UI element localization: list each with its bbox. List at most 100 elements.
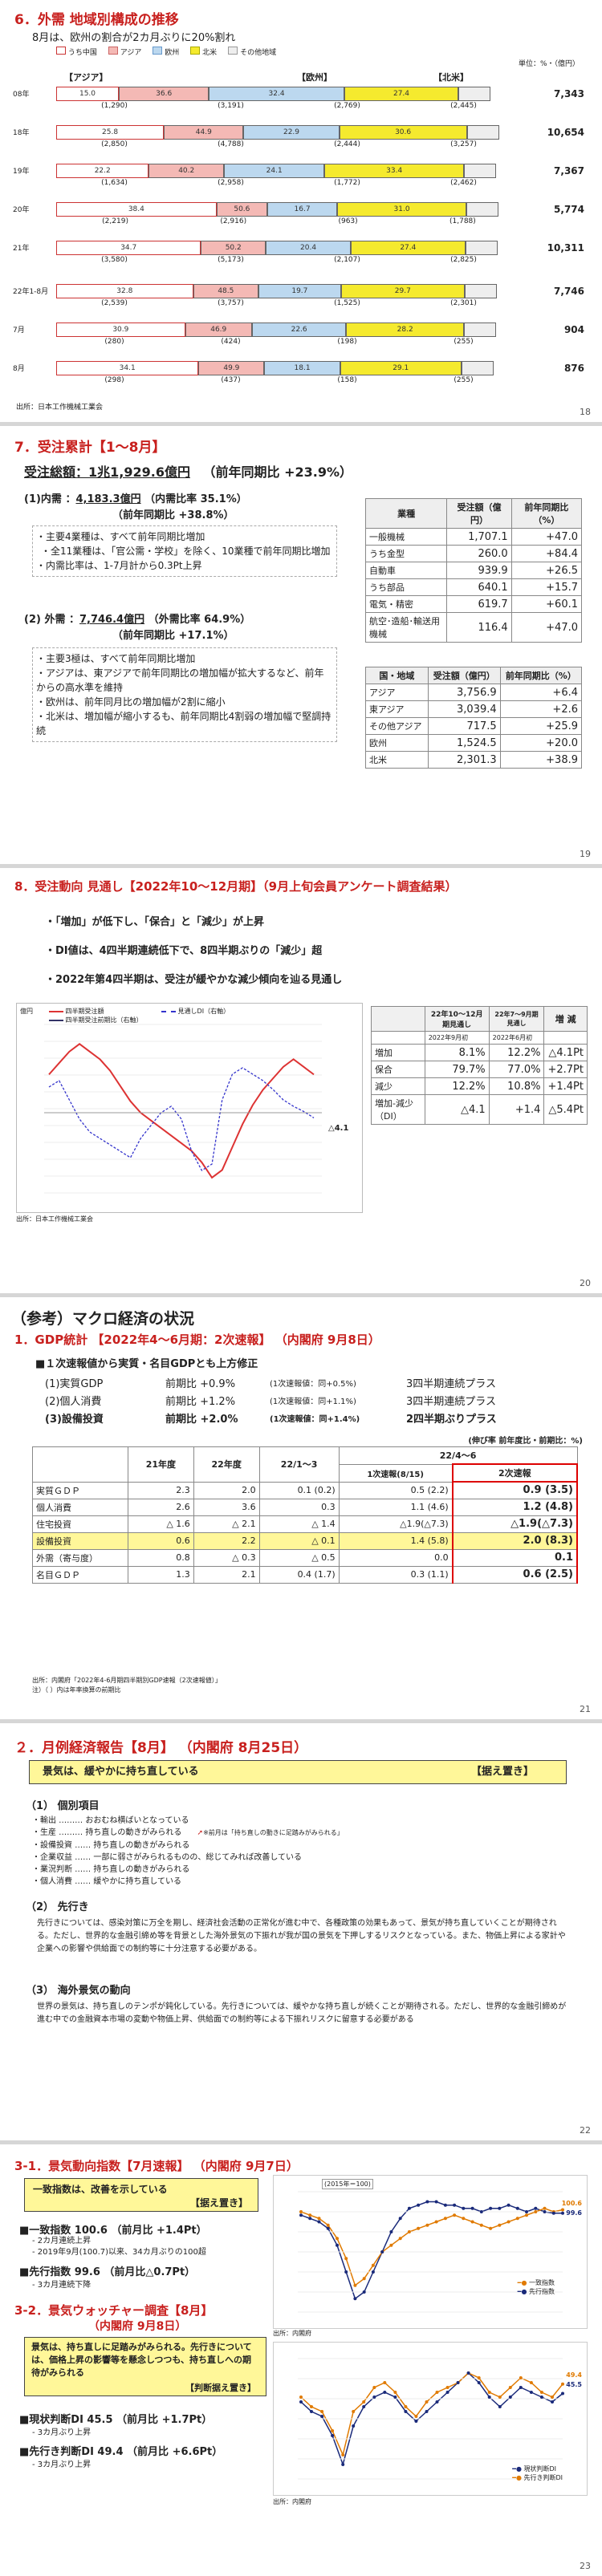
cell: △ 1.6: [128, 1515, 194, 1533]
table-row: 電気・精密 619.7 +60.1: [364, 595, 583, 613]
table-row: 航空･造船･輸送用機械 116.4 +47.0: [364, 612, 583, 643]
summary-box-2: 景気は、持ち直しに足踏みがみられる。先行きについては、価格上昇の影響等を懸念しつ…: [24, 2337, 266, 2396]
bullets: ・「増加」が低下し、「保合」と「減少」が上昇 ・DI値は、4四半期連続低下で、8…: [45, 908, 342, 995]
cell: 0.9 (3.5): [451, 1481, 579, 1499]
region-table: 国・地域 受注額（億円） 前年同期比（%） アジア 3,756.9 +6.4 東アジア…: [365, 667, 583, 769]
cell: 減少: [371, 1077, 425, 1095]
row-subvalues: (280) (424) (198) (255): [104, 338, 474, 346]
bar-segment: 15.0: [56, 87, 119, 101]
cell: 3.6: [193, 1498, 260, 1516]
bar-segment: 32.8: [56, 284, 193, 298]
cell: 1.1 (4.6): [338, 1498, 454, 1516]
indicator-4-notes: - 3カ月ぶり上昇: [32, 2460, 92, 2469]
bar-segment: 18.1: [264, 361, 340, 375]
bar-segment: 25.8: [56, 125, 165, 140]
bar-segment: 34.7: [56, 241, 201, 255]
cell: +6.4: [499, 684, 583, 701]
cell: +25.9: [499, 717, 583, 735]
cell: △1.9(△7.3): [338, 1515, 454, 1533]
cell: 0.3: [258, 1498, 340, 1516]
cell: △ 0.3: [193, 1548, 260, 1567]
cell: 939.9: [446, 562, 512, 579]
cell: その他アジア: [365, 717, 429, 735]
slide-title-2b: （内閣府 9月8日）: [88, 2320, 187, 2333]
legend-europe: 欧州: [153, 47, 179, 57]
row-subvalues: (1,290) (3,191) (2,769) (2,445): [101, 102, 477, 110]
table-row: 増加-減少（DI） △4.1 +1.4 △5.4Pt: [371, 1094, 588, 1125]
row-label: 08年: [13, 91, 30, 99]
cell: 0.0: [338, 1548, 454, 1567]
col-header: [371, 1006, 425, 1032]
table-row: 減少 12.2% 10.8% +1.4Pt: [371, 1077, 588, 1095]
bar-segment: 32.4: [209, 87, 344, 101]
bar-segment-other: [466, 125, 499, 140]
cell: 2.3: [128, 1481, 194, 1499]
outlook-table: 22年10～12月期見通し 22年7～9月期見通し 増 減 2022年9月初 2…: [371, 1006, 588, 1125]
cell: 77.0%: [488, 1061, 545, 1078]
bar-segment: 46.9: [185, 323, 252, 337]
bar-segment: 24.1: [224, 164, 325, 178]
stacked-bar: 15.0 36.6 32.4 27.4: [56, 87, 491, 101]
legend-na: 北米: [190, 47, 217, 57]
list-item: ・業況判断 …… 持ち直しの動きがみられる: [32, 1865, 190, 1874]
cell: +47.0: [510, 528, 583, 546]
table-row: 欧州 1,524.5 +20.0: [365, 734, 583, 752]
legend-di: 見通しDI（右軸）: [161, 1007, 230, 1016]
stacked-bar: 25.8 44.9 22.9 30.6: [56, 125, 499, 140]
cell: △4.1Pt: [543, 1044, 588, 1061]
row-label: 7月: [13, 327, 25, 335]
table-note: (伸び率 前年度比・前期比：%): [468, 1437, 583, 1446]
row-subvalues: (1,634) (2,958) (1,772) (2,462): [101, 179, 477, 187]
slide-20: 8．受注動向 見通し【2022年10～12月期】（9月上旬会員アンケート調査結果…: [0, 868, 602, 1293]
row-total: 876: [563, 363, 584, 374]
gaiju-bullets: ・主要3極は、すべて前年同期比増加 ・アジアは、東アジアで前年同期比の増加幅が拡…: [32, 647, 337, 742]
cell: 0.4 (1.7): [258, 1565, 340, 1584]
cell: 増加: [371, 1044, 425, 1061]
chart-label: (2015年＝100): [322, 2179, 373, 2189]
source-note: 出所：日本工作機械工業会: [16, 404, 104, 412]
naiju-line: (1)内需 ：4,183.3億円 （内需比率 35.1%）: [24, 493, 247, 505]
outlook-paragraph: 先行きについては、感染対策に万全を期し、経済社会活動の正常化が進む中で、各種政策…: [37, 1919, 566, 1953]
table-row: その他アジア 717.5 +25.9: [365, 717, 583, 735]
row-subvalues: (298) (437) (158) (255): [104, 376, 474, 384]
indicator-1-notes: - 2カ月連続上昇 - 2019年9月(100.7)以来、34カ月ぶりの100超: [32, 2237, 206, 2257]
axis-unit: 億円: [20, 1008, 33, 1015]
bullet: ・主要3極は、すべて前年同期比増加: [36, 653, 196, 664]
source-note: 出所：内閣府「2022年4-6月期四半期別GDP速報（2次速報値）」: [32, 1677, 222, 1684]
table-row: 自動車 939.9 +26.5: [364, 562, 583, 579]
bullet: ・全11業種は、「官公需・学校」を除く、10業種で前年同期比増加: [41, 546, 331, 557]
cell: 航空･造船･輸送用機械: [364, 612, 448, 643]
table-row: 保合 79.7% 77.0% +2.7Pt: [371, 1061, 588, 1078]
col-header: 増 減: [543, 1006, 588, 1032]
legend-china: うち中国: [56, 47, 97, 57]
slide-title: 3-1．景気動向指数【7月速報】 （内閣府 9月7日）: [14, 2159, 299, 2173]
bar-segment: 22.6: [251, 323, 347, 337]
cell: +1.4: [488, 1094, 545, 1125]
cell: 実質ＧＤＰ: [32, 1481, 128, 1499]
col-header: 22年7～9月期見通し: [488, 1006, 545, 1032]
section-heading: （3） 海外景気の動向: [26, 1985, 131, 1997]
cell: 116.4: [446, 612, 512, 643]
stacked-bar: 34.7 50.2 20.4 27.4: [56, 241, 498, 255]
table-row: 外需（寄与度） 0.8 △ 0.3 △ 0.5 0.0 0.1: [32, 1548, 579, 1567]
bar-segment: 34.1: [56, 361, 199, 375]
cell: +26.5: [510, 562, 583, 579]
cell: 一般機械: [364, 528, 448, 546]
table-row: うち金型 260.0 +84.4: [364, 545, 583, 562]
page-number: 20: [580, 1278, 591, 1288]
cell: 北米: [365, 751, 429, 769]
row-label: 19年: [13, 168, 30, 176]
row-total: 904: [563, 324, 584, 335]
cell: 2.0 (8.3): [451, 1531, 579, 1550]
col-header: 22年度: [193, 1446, 260, 1483]
cell: 保合: [371, 1061, 425, 1078]
cell: 自動車: [364, 562, 448, 579]
col-header: 22年10～12月期見通し: [424, 1006, 490, 1032]
cell: 2.6: [128, 1498, 194, 1516]
cell: アジア: [365, 684, 429, 701]
cell: うち部品: [364, 578, 448, 596]
cell: 1,524.5: [427, 734, 501, 752]
ci-chart: (2015年＝100) 100.6 99.6 ━● 一致指数 ━● 先行指数: [273, 2175, 588, 2329]
cell: +15.7: [510, 578, 583, 596]
gaiju-yoy: （前年同期比 +17.1%）: [112, 630, 234, 642]
